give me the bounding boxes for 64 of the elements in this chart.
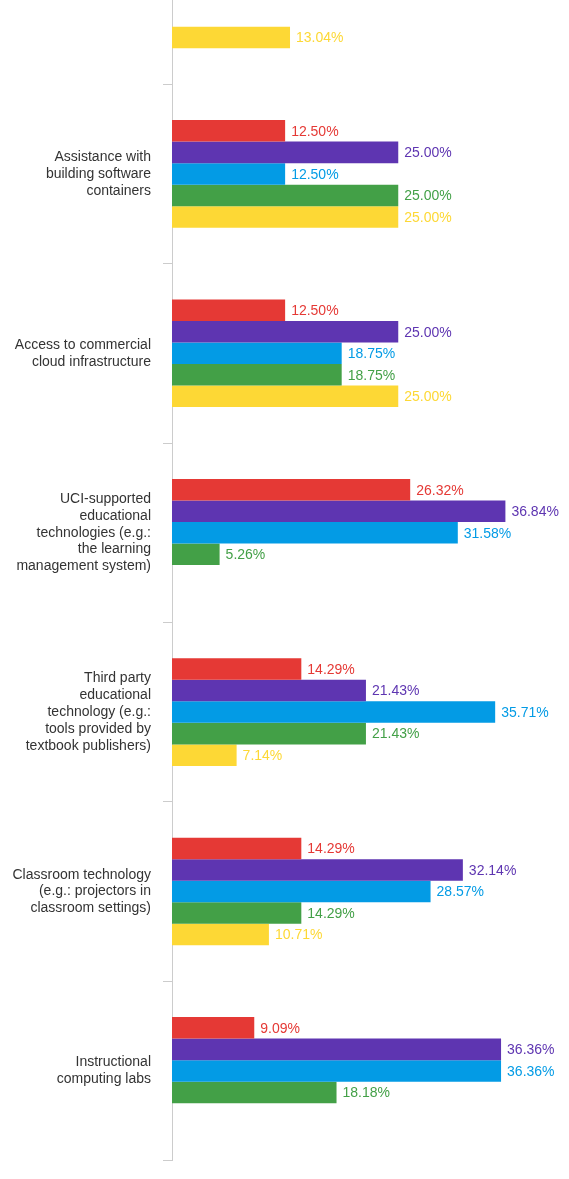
bar xyxy=(172,500,506,522)
data-label: 21.43% xyxy=(371,725,420,742)
data-label: 36.36% xyxy=(507,1041,555,1058)
data-label: 36.36% xyxy=(507,1062,555,1079)
bar xyxy=(172,364,342,386)
bar xyxy=(172,923,269,946)
data-label: 13.04% xyxy=(296,29,344,46)
data-label: 7.14% xyxy=(242,747,283,764)
bar xyxy=(172,385,399,408)
data-label: 35.71% xyxy=(501,703,549,720)
bar xyxy=(172,543,220,565)
y-tick-label: Classroom technology (e.g.: projectors in classroom settings) xyxy=(12,865,151,916)
bar xyxy=(172,722,366,745)
data-label: 26.32% xyxy=(416,481,464,498)
data-label: 5.26% xyxy=(225,546,266,563)
data-label: 12.50% xyxy=(291,302,339,319)
data-label: 25.00% xyxy=(404,323,452,340)
bar xyxy=(172,321,399,343)
data-label: 18.75% xyxy=(347,366,396,383)
bar xyxy=(172,1081,337,1104)
y-tick-label: Access to commercial cloud infrastructure xyxy=(14,335,152,369)
data-label: 18.75% xyxy=(347,345,396,362)
bar xyxy=(172,299,286,322)
bar xyxy=(172,1038,502,1061)
bar xyxy=(172,744,237,766)
bar xyxy=(172,478,411,501)
data-label: 25.00% xyxy=(404,187,452,204)
data-label: 12.50% xyxy=(291,165,339,182)
bar xyxy=(172,163,286,185)
bar xyxy=(172,206,399,228)
data-label: 21.43% xyxy=(371,682,420,699)
bar xyxy=(172,859,463,881)
data-label: 36.84% xyxy=(511,503,559,520)
bar xyxy=(172,1017,255,1039)
bar xyxy=(172,658,302,680)
bar xyxy=(172,1060,502,1082)
data-label: 14.29% xyxy=(307,904,355,921)
data-label: 32.14% xyxy=(468,861,517,878)
y-tick-label: Instructional computing labs xyxy=(56,1053,151,1087)
bar xyxy=(172,120,286,142)
data-label: 9.09% xyxy=(260,1019,300,1036)
bar xyxy=(172,184,399,207)
data-label: 10.71% xyxy=(274,926,323,943)
bar xyxy=(172,342,342,365)
data-label: 28.57% xyxy=(436,883,485,900)
data-label: 25.00% xyxy=(404,144,452,161)
bar xyxy=(172,902,302,924)
bar xyxy=(172,521,458,544)
bar xyxy=(172,679,366,702)
data-label: 12.50% xyxy=(291,122,339,139)
bar xyxy=(172,141,399,164)
bar xyxy=(172,26,291,49)
data-label: 25.00% xyxy=(404,388,452,405)
bar xyxy=(172,880,431,903)
data-label: 25.00% xyxy=(404,208,452,225)
bar xyxy=(172,837,302,860)
data-label: 14.29% xyxy=(307,840,355,857)
y-tick-label: Third party educational technology (e.g.: tools provided by textbook publishers) xyxy=(25,669,151,753)
bar xyxy=(172,701,496,723)
data-label: 14.29% xyxy=(307,660,355,677)
y-tick-label: Assistance with building software containers xyxy=(45,147,152,198)
y-tick-label: UCI-supported educational technologies (e.g.: the learning management system) xyxy=(16,489,151,574)
data-label: 31.58% xyxy=(463,524,512,541)
data-label: 18.18% xyxy=(342,1084,391,1101)
